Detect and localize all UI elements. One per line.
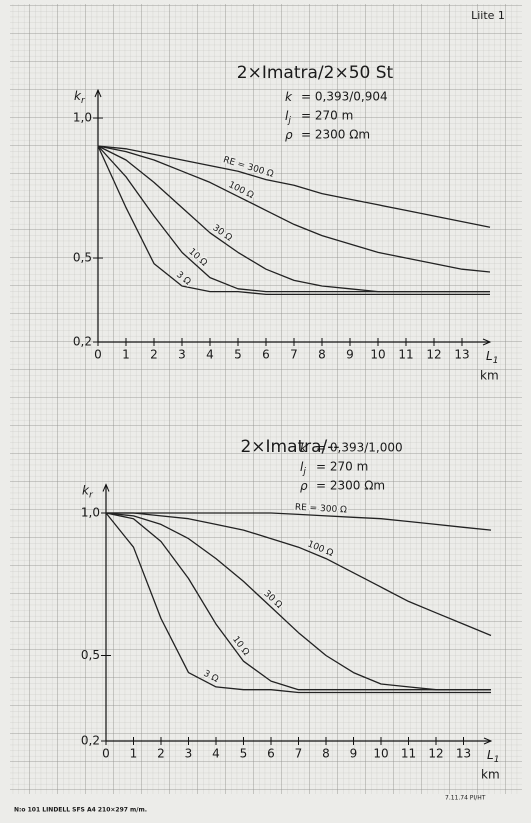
x-tick-label: 13 — [456, 747, 471, 761]
x-arrow — [483, 737, 493, 745]
x-tick-label: 0 — [94, 348, 102, 362]
param-symbol-symbol: l — [285, 109, 289, 123]
y-arrow — [94, 88, 102, 98]
param-symbol-subscript: j — [286, 116, 291, 126]
x-tick-label: 11 — [401, 747, 416, 761]
curve — [97, 145, 490, 296]
x-tick-label: 5 — [240, 747, 248, 761]
x-tick-label: 4 — [206, 348, 214, 362]
y-label: kr — [82, 483, 94, 500]
chart-title: 2×Imatra/-- — [240, 437, 339, 457]
param-symbol-symbol: ρ — [300, 479, 308, 493]
curve — [105, 512, 491, 691]
curve-label: RE = 300 Ω — [295, 503, 348, 516]
x-tick-label: 2 — [157, 747, 165, 761]
x-arrow — [482, 338, 492, 346]
param-symbol-symbol: ρ — [285, 128, 293, 142]
param-value: = 0,393/0,904 — [301, 90, 388, 104]
param-symbol-symbol: k — [300, 441, 308, 455]
y-arrow — [102, 483, 110, 492]
x-tick-label: 0 — [102, 747, 110, 761]
y-label-subscript: r — [89, 490, 94, 500]
curve — [106, 512, 492, 531]
x-tick-label: 3 — [185, 747, 193, 761]
x-label-symbol: L — [487, 748, 494, 762]
x-tick-label: 10 — [370, 348, 385, 362]
param-symbol: k — [285, 90, 293, 104]
param-symbol: lj — [285, 109, 291, 126]
y-tick-label: 0,5 — [73, 251, 92, 265]
x-tick-label: 4 — [212, 747, 220, 761]
x-unit: km — [481, 768, 500, 782]
x-tick-label: 6 — [262, 348, 270, 362]
curve — [106, 512, 492, 637]
y-label: kr — [74, 89, 86, 106]
x-tick-label: 13 — [454, 348, 469, 362]
param-value: = 2300 Ωm — [316, 479, 385, 493]
chart-title: 2×Imatra/2×50 St — [237, 63, 394, 83]
param-symbol: ρ — [285, 128, 293, 142]
param-symbol: ρ — [300, 479, 308, 493]
curve — [97, 145, 491, 273]
x-tick-label: 6 — [267, 747, 275, 761]
x-tick-label: 8 — [318, 348, 326, 362]
param-symbol-symbol: l — [300, 460, 304, 474]
y-tick-label: 1,0 — [81, 506, 100, 520]
x-tick-label: 1 — [122, 348, 130, 362]
x-label-subscript: 1 — [493, 356, 499, 366]
x-tick-label: 7 — [290, 348, 298, 362]
x-label-symbol: L — [486, 349, 493, 363]
param-symbol-subscript: j — [301, 467, 306, 477]
x-tick-label: 8 — [322, 747, 330, 761]
y-tick-label: 0,2 — [81, 734, 100, 748]
param-symbol: lj — [300, 460, 306, 477]
sheet-label: Liite 1 — [471, 9, 505, 22]
x-tick-label: 3 — [178, 348, 186, 362]
x-tick-label: 9 — [346, 348, 354, 362]
param-symbol-symbol: k — [285, 90, 293, 104]
x-tick-label: 7 — [295, 747, 303, 761]
param-value: = 270 m — [301, 109, 353, 123]
curve — [105, 512, 491, 691]
x-tick-label: 1 — [130, 747, 138, 761]
x-tick-label: 11 — [398, 348, 413, 362]
x-tick-label: 2 — [150, 348, 158, 362]
y-label-symbol: k — [74, 89, 82, 103]
x-tick-label: 10 — [373, 747, 388, 761]
curve — [105, 512, 491, 694]
param-value: = 2300 Ωm — [301, 128, 370, 142]
curve — [97, 145, 490, 293]
x-unit: km — [480, 369, 499, 383]
y-label-subscript: r — [81, 96, 86, 106]
x-tick-label: 12 — [426, 348, 441, 362]
x-label: L1 — [487, 748, 499, 765]
param-value: = 0,393/1,000 — [316, 441, 403, 455]
x-tick-label: 9 — [350, 747, 358, 761]
x-tick-label: 5 — [234, 348, 242, 362]
param-symbol: k — [300, 441, 308, 455]
graph-paper — [10, 4, 522, 794]
y-tick-label: 0,5 — [81, 648, 100, 662]
footer-right: 7.11.74 PI/HT — [445, 795, 486, 802]
x-label: L1 — [486, 349, 498, 366]
y-label-symbol: k — [82, 483, 90, 497]
footer-left: N:o 101 LINDELL SFS A4 210×297 m/m. — [14, 807, 147, 814]
x-label-subscript: 1 — [494, 755, 500, 765]
x-tick-label: 12 — [428, 747, 443, 761]
curve — [97, 145, 491, 228]
param-value: = 270 m — [316, 460, 368, 474]
y-tick-label: 1,0 — [73, 111, 92, 125]
y-tick-label: 0,2 — [73, 335, 92, 349]
